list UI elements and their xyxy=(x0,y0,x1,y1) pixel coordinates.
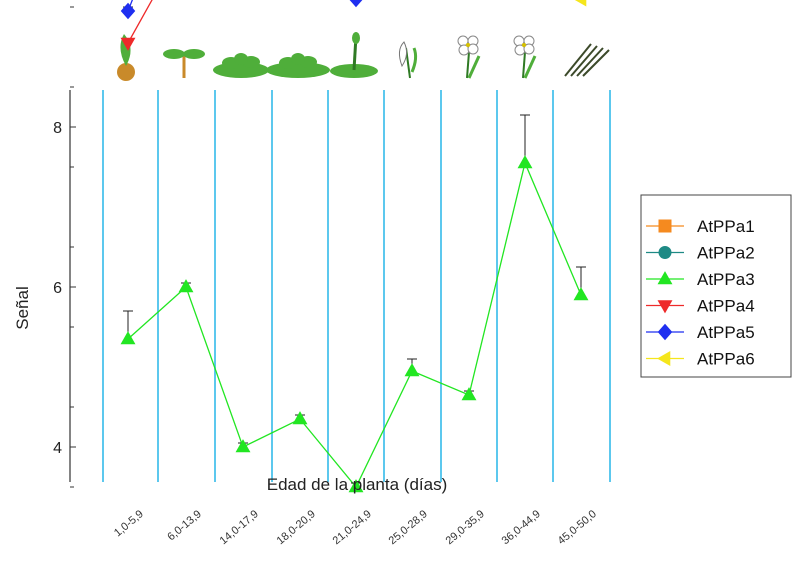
data-point xyxy=(349,0,363,8)
x-tick-label: 29,0-35,9 xyxy=(444,508,487,547)
bolting-rosette-icon xyxy=(330,32,378,78)
y-tick-label: 4 xyxy=(53,440,62,457)
x-tick-label: 21,0-24,9 xyxy=(331,508,374,547)
legend-label: AtPPa4 xyxy=(697,297,755,316)
x-axis-label: Edad de la planta (días) xyxy=(267,475,448,494)
legend-label: AtPPa1 xyxy=(697,217,755,236)
flowering-plant-icon xyxy=(457,35,481,79)
legend-marker xyxy=(658,246,672,259)
x-ticks: 1,0-5,9 6,0-13,9 14,0-17,9 18,0-20,9 21,0-24… xyxy=(112,508,599,547)
cotyledon-seedling-icon xyxy=(163,49,205,78)
data-point xyxy=(573,287,589,301)
legend-marker xyxy=(657,271,673,285)
data-point xyxy=(120,331,136,345)
y-tick-label: 8 xyxy=(53,120,62,137)
series-AtPPa6 xyxy=(574,0,587,7)
rosette-icon xyxy=(266,53,330,78)
data-point xyxy=(517,155,533,169)
legend-marker xyxy=(657,300,673,314)
series-line xyxy=(127,160,582,489)
legend-label: AtPPa3 xyxy=(697,270,755,289)
data-point xyxy=(292,411,308,425)
small-rosette-icon xyxy=(213,53,269,78)
legend-marker xyxy=(657,351,671,366)
data-point xyxy=(348,479,364,493)
data-point xyxy=(404,363,420,377)
series-layer xyxy=(120,0,589,493)
legend-label: AtPPa2 xyxy=(697,244,755,263)
data-point xyxy=(235,439,251,453)
data-point xyxy=(120,2,136,20)
series-AtPPa5 xyxy=(120,0,363,20)
legend-marker xyxy=(657,323,673,341)
y-tick-label: 6 xyxy=(53,280,62,297)
x-tick-label: 1,0-5,9 xyxy=(112,508,146,539)
flower-bud-icon xyxy=(398,41,418,79)
x-tick-label: 14,0-17,9 xyxy=(218,508,261,547)
series-AtPPa4 xyxy=(120,0,153,51)
x-tick-label: 6,0-13,9 xyxy=(165,508,204,543)
plant-stage-icons xyxy=(117,32,610,81)
x-tick-label: 25,0-28,9 xyxy=(387,508,430,547)
data-point xyxy=(461,387,477,401)
legend-label: AtPPa6 xyxy=(697,350,755,369)
data-point xyxy=(574,0,587,7)
x-tick-label: 45,0-50,0 xyxy=(556,508,599,547)
legend: AtPPa1 AtPPa2 AtPPa3 AtPPa4 AtPPa5 AtPPa6 xyxy=(640,194,792,378)
legend-label: AtPPa5 xyxy=(697,323,755,342)
data-point xyxy=(178,279,194,293)
y-axis-label: Señal xyxy=(13,286,32,329)
x-tick-label: 18,0-20,9 xyxy=(275,508,318,547)
data-point xyxy=(120,37,136,51)
legend-marker xyxy=(658,219,672,233)
senescent-silique-icon xyxy=(564,43,610,77)
x-tick-label: 36,0-44,9 xyxy=(500,508,543,547)
y-ticks: 4681012 xyxy=(53,6,76,488)
series-AtPPa3 xyxy=(120,114,589,493)
vertical-grid xyxy=(102,90,611,482)
flowering-silique-icon xyxy=(513,35,537,79)
